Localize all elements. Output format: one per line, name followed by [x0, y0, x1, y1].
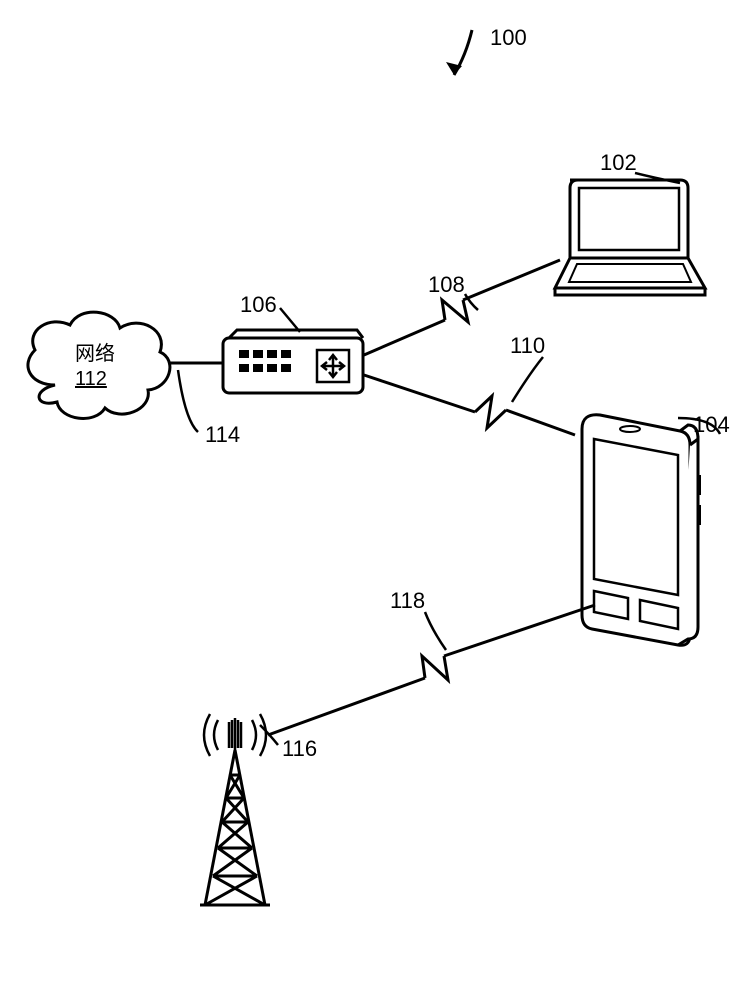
label-118: 118 — [390, 588, 425, 613]
tower-node — [200, 714, 270, 905]
ref-arrow-100: 100 — [446, 25, 527, 75]
label-102: 102 — [600, 150, 637, 175]
laptop-label: 102 — [600, 150, 680, 183]
cloud-node: 网络 112 — [28, 312, 170, 418]
laptop-node — [555, 180, 705, 295]
tower-label: 116 — [260, 725, 317, 761]
link-110: 110 — [364, 333, 575, 435]
phone-node — [582, 415, 701, 646]
label-108: 108 — [428, 272, 465, 297]
router-label: 106 — [240, 292, 300, 332]
label-106: 106 — [240, 292, 277, 317]
label-104: 104 — [693, 412, 730, 437]
network-diagram: 100 网络 112 114 — [0, 0, 753, 1000]
link-118: 118 — [268, 588, 595, 735]
label-100: 100 — [490, 25, 527, 50]
label-110: 110 — [510, 333, 545, 358]
cloud-label-top: 网络 — [75, 342, 115, 365]
cloud-label-bottom: 112 — [75, 368, 107, 390]
label-114: 114 — [205, 422, 240, 447]
label-116: 116 — [282, 736, 317, 761]
router-node — [223, 330, 363, 393]
